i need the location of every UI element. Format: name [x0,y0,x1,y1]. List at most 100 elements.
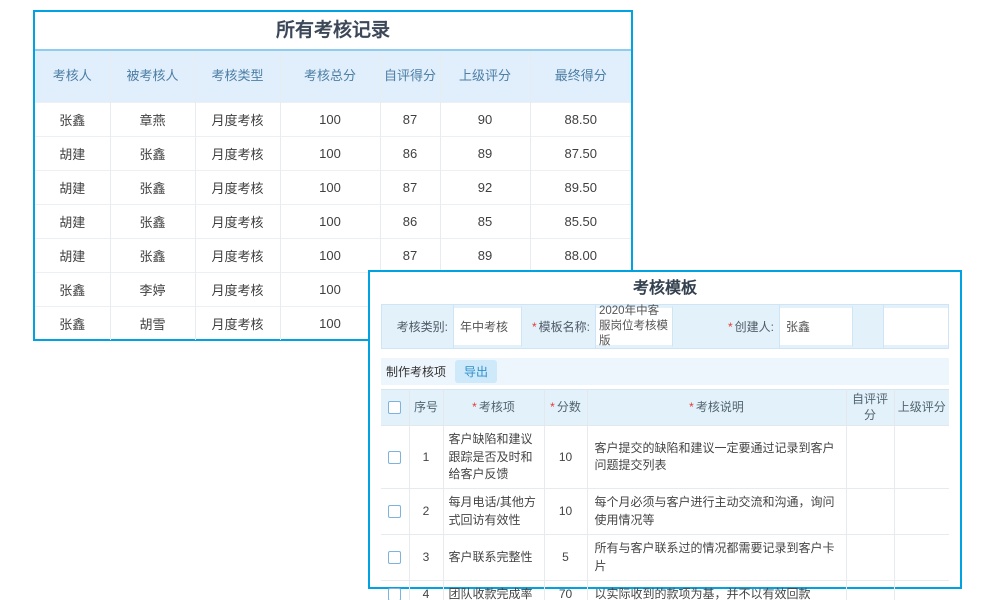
row-select-cell [381,425,410,490]
select-all-header-cell [381,388,410,427]
records-table-header-row: 考核人 被考核人 考核类型 考核总分 自评得分 上级评分 最终得分 [35,49,631,102]
record-cell: 88.50 [529,101,631,136]
creator-field[interactable]: 张鑫 [780,305,853,348]
column-header: * 考核说明 [586,388,847,427]
column-header: 考核总分 [279,49,380,102]
item-row: 1 客户缺陷和建议跟踪是否及时和给客户反馈 10 客户提交的缺陷和建议一定要通过记录到… [381,425,949,490]
item-no-cell: 4 [408,579,444,600]
record-cell: 胡雪 [109,305,195,340]
template-name-field[interactable]: 2020年中客服岗位考核模版 [596,305,673,348]
items-toolbar: 制作考核项 导出 [381,358,949,385]
row-select-cell [381,488,410,536]
category-field[interactable]: 年中考核 [454,305,522,348]
item-score-cell: 10 [543,488,588,536]
required-asterisk: * [727,319,733,334]
record-cell: 100 [279,101,380,136]
record-cell: 92 [439,169,530,204]
record-cell: 月度考核 [194,305,280,340]
record-cell: 100 [279,135,380,170]
item-row: 3 客户联系完整性 5 所有与客户联系过的情况都需要记录到客户卡片 [381,534,949,581]
column-header: 最终得分 [529,49,631,102]
item-desc-cell: 客户提交的缺陷和建议一定要通过记录到客户问题提交列表 [586,425,847,490]
record-row: 胡建 张鑫 月度考核 100 87 92 89.50 [35,169,631,204]
item-row: 2 每月电话/其他方式回访有效性 10 每个月必须与客户进行主动交流和沟通，询问使用情… [381,488,949,536]
record-cell: 100 [279,169,380,204]
record-row: 张鑫 章燕 月度考核 100 87 90 88.50 [35,101,631,136]
item-no-cell: 1 [408,425,444,490]
record-cell: 章燕 [109,101,195,136]
column-header: * 考核项 [442,388,545,427]
record-cell: 89 [439,135,530,170]
record-cell: 100 [279,237,380,272]
items-table: 序号 * 考核项 * 分数 * 考核说明 自评评分 上级评分 1 客户缺陷和建议跟踪是否及时和给客… [381,388,949,600]
record-cell: 月度考核 [194,271,280,306]
record-cell: 胡建 [35,135,110,170]
item-desc-cell: 所有与客户联系过的情况都需要记录到客户卡片 [586,534,847,581]
row-checkbox[interactable] [388,450,402,464]
record-cell: 87.50 [529,135,631,170]
row-checkbox[interactable] [388,551,402,565]
record-cell: 胡建 [35,203,110,238]
record-cell: 张鑫 [109,135,195,170]
row-checkbox[interactable] [388,588,402,600]
column-header: * 分数 [543,388,588,427]
record-row: 胡建 张鑫 月度考核 100 86 89 87.50 [35,135,631,170]
make-items-label: 制作考核项 [386,365,447,379]
item-no-cell: 2 [408,488,444,536]
item-self-score-cell [845,425,895,490]
record-cell: 87 [379,237,440,272]
record-cell: 85 [439,203,530,238]
record-cell: 张鑫 [109,203,195,238]
record-cell: 张鑫 [35,101,110,136]
form-empty-label-cell [853,305,884,348]
item-name-cell: 每月电话/其他方式回访有效性 [442,488,545,536]
row-select-cell [381,534,410,581]
record-cell: 李婷 [109,271,195,306]
record-cell: 张鑫 [35,305,110,340]
record-cell: 85.50 [529,203,631,238]
record-cell: 90 [439,101,530,136]
record-cell: 月度考核 [194,135,280,170]
record-cell: 88.00 [529,237,631,272]
row-checkbox[interactable] [388,505,402,519]
item-self-score-cell [845,534,895,581]
item-name-cell: 团队收款完成率 [442,579,545,600]
export-button[interactable]: 导出 [455,360,498,383]
required-asterisk: * [550,399,555,414]
template-form: 考核类别: 年中考核 * 模板名称: 2020年中客服岗位考核模版 * 创建人:… [381,304,949,349]
record-cell: 张鑫 [35,271,110,306]
item-self-score-cell [845,488,895,536]
required-asterisk: * [472,399,477,414]
item-score-cell: 70 [543,579,588,600]
item-self-score-cell [845,579,895,600]
item-super-score-cell [893,425,949,490]
record-cell: 胡建 [35,169,110,204]
form-empty-value-cell [884,305,948,348]
record-cell: 月度考核 [194,169,280,204]
item-super-score-cell [893,534,949,581]
category-label: 考核类别: [382,305,454,348]
item-row: 4 团队收款完成率 70 以实际收到的款项为基，并不以有效回款 [381,579,949,600]
column-header: 被考核人 [109,49,195,102]
record-cell: 月度考核 [194,101,280,136]
column-header: 自评得分 [379,49,440,102]
record-cell: 89.50 [529,169,631,204]
item-name-cell: 客户联系完整性 [442,534,545,581]
record-cell: 86 [379,135,440,170]
template-panel-title: 考核模板 [632,280,697,297]
row-select-cell [381,579,410,600]
records-panel-title: 所有考核记录 [275,20,390,41]
column-header: 上级评分 [439,49,530,102]
template-panel: 考核模板 考核类别: 年中考核 * 模板名称: 2020年中客服岗位考核模版 *… [368,270,962,600]
select-all-checkbox[interactable] [388,401,402,415]
required-asterisk: * [689,399,694,414]
record-cell: 89 [439,237,530,272]
item-super-score-cell [893,488,949,536]
record-cell: 87 [379,169,440,204]
items-table-header-row: 序号 * 考核项 * 分数 * 考核说明 自评评分 上级评分 [381,388,949,427]
creator-label: * 创建人: [673,305,780,348]
item-name-cell: 客户缺陷和建议跟踪是否及时和给客户反馈 [442,425,545,490]
record-cell: 张鑫 [109,237,195,272]
record-cell: 100 [279,203,380,238]
